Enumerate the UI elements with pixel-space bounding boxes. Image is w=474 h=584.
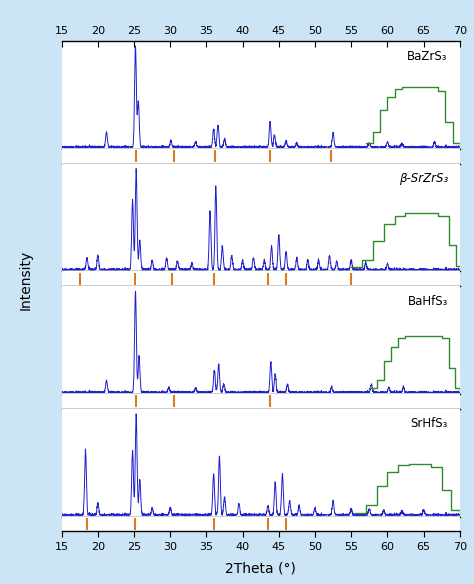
Text: Intensity: Intensity [19,250,33,311]
Text: BaHfS₃: BaHfS₃ [408,295,448,308]
Text: β-SrZrS₃: β-SrZrS₃ [399,172,448,185]
Text: SrHfS₃: SrHfS₃ [410,418,448,430]
Text: 2Theta (°): 2Theta (°) [225,561,296,575]
Text: BaZrS₃: BaZrS₃ [407,50,448,62]
